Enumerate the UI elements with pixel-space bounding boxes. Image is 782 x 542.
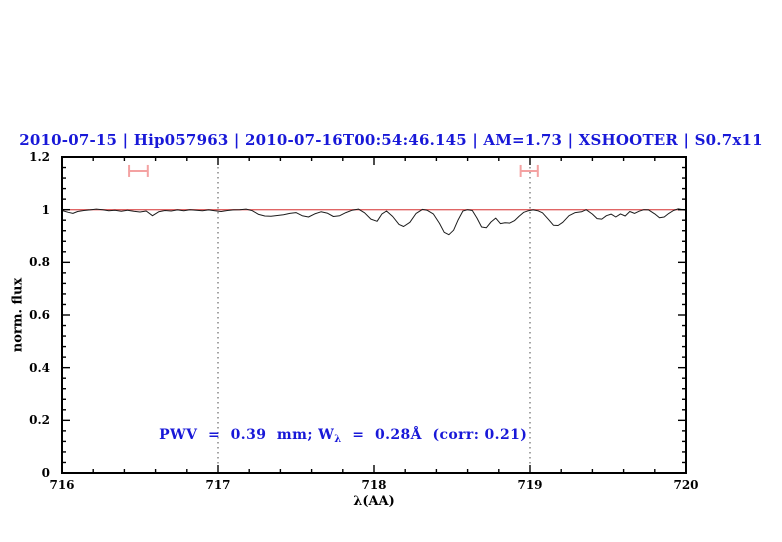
pwv-annotation-lambda-subscript: λ	[334, 434, 342, 445]
x-tick-label: 717	[205, 478, 231, 492]
plot-title: 2010-07-15 | Hip057963 | 2010-07-16T00:5…	[19, 131, 763, 149]
y-tick-label: 0.8	[29, 255, 50, 270]
y-tick-label: 0.2	[29, 413, 50, 428]
x-tick-label: 718	[361, 478, 387, 492]
y-tick-label: 1.2	[29, 150, 50, 164]
x-tick-label: 716	[49, 478, 75, 492]
x-axis-label: λ(AA)	[353, 494, 395, 509]
spectrum-line	[61, 208, 687, 236]
y-tick-label: 0.4	[29, 360, 50, 375]
pwv-annotation-prefix: PWV = 0.39 mm; W	[159, 427, 335, 443]
y-tick-label: 0	[41, 466, 50, 480]
pwv-annotation-suffix: = 0.28Å (corr: 0.21)	[341, 427, 528, 443]
pwv-annotation: PWV = 0.39 mm; Wλ = 0.28Å (corr: 0.21)	[138, 411, 527, 461]
x-tick-label: 720	[673, 478, 699, 492]
y-tick-label: 0.6	[29, 308, 50, 322]
y-tick-label: 1	[41, 202, 50, 217]
x-tick-label: 719	[517, 478, 543, 492]
